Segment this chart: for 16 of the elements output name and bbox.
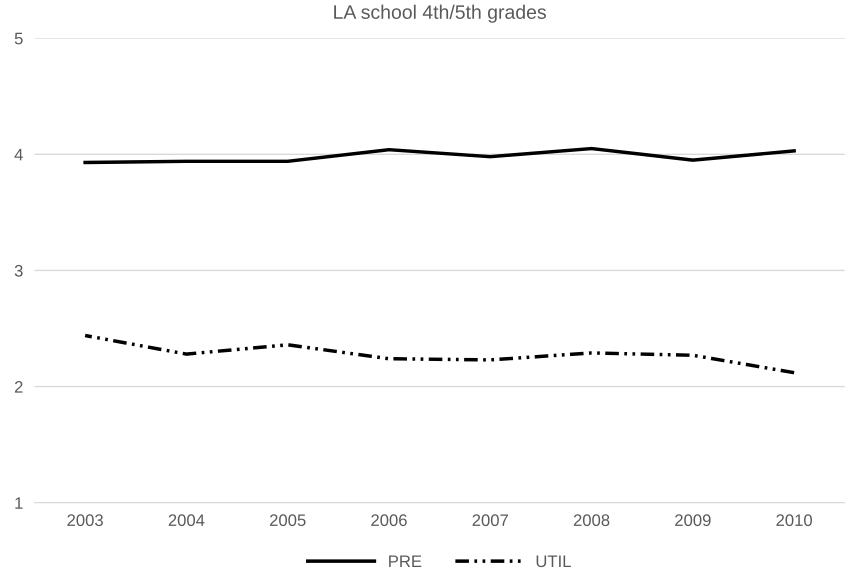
x-tick-label: 2005 [270, 514, 306, 526]
y-tick-label: 2 [14, 381, 23, 393]
x-tick-label: 2007 [472, 514, 508, 526]
y-tick-label: 5 [14, 32, 23, 44]
y-tick-label: 3 [14, 264, 23, 277]
x-tick-label: 2009 [675, 514, 711, 526]
x-tick-label: 2004 [168, 514, 204, 526]
y-tick-label: 4 [14, 148, 23, 160]
y-tick-label: 1 [15, 497, 23, 509]
chart-title: LA school 4th/5th grades [334, 4, 546, 23]
x-tick-label: 2008 [574, 514, 610, 526]
x-tick-label: 2003 [67, 514, 103, 526]
x-tick-label: 2010 [776, 514, 812, 526]
legend-label: UTIL [536, 556, 571, 568]
x-tick-label: 2006 [371, 514, 407, 526]
legend-label: PRE [389, 556, 422, 567]
